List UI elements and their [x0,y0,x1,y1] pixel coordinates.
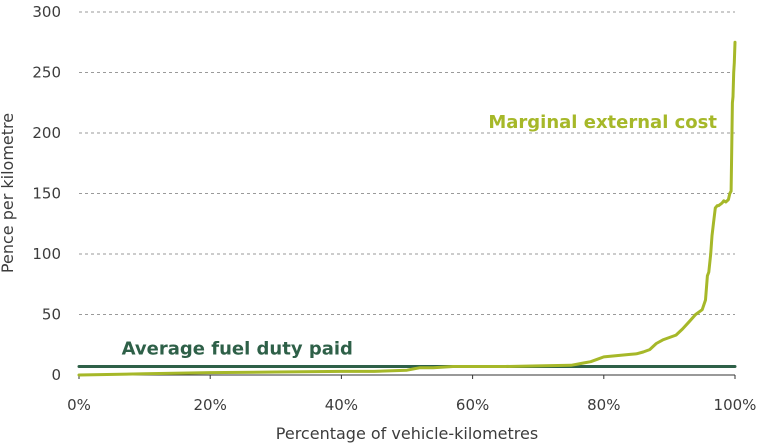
y-tick-label: 150 [32,185,61,203]
x-tick-label: 40% [325,396,358,414]
x-tick-label: 0% [67,396,91,414]
x-tick-label: 20% [194,396,227,414]
gridlines [79,11,735,315]
x-axis-title: Percentage of vehicle-kilometres [276,424,538,443]
y-axis-title: Pence per kilometre [0,113,17,273]
x-tick-label: 60% [456,396,489,414]
axes: 0 50 100 150 200 250 300 0% 20% 40% 60% 80% 100% [32,3,756,414]
y-tick-label: 0 [51,366,61,384]
series-line-marginal-external-cost [77,40,737,377]
x-tick-label: 80% [587,396,620,414]
x-tick-label: 100% [714,396,757,414]
y-tick-label: 250 [32,64,61,82]
y-tick-label: 300 [32,3,61,21]
labels: Marginal external cost Average fuel duty … [122,112,718,359]
series-label-average-fuel-duty: Average fuel duty paid [122,338,353,359]
y-tick-label: 200 [32,124,61,142]
series [77,40,737,377]
y-tick-label: 100 [32,245,61,263]
y-tick-label: 50 [42,306,61,324]
series-label-marginal-external-cost: Marginal external cost [488,112,717,133]
